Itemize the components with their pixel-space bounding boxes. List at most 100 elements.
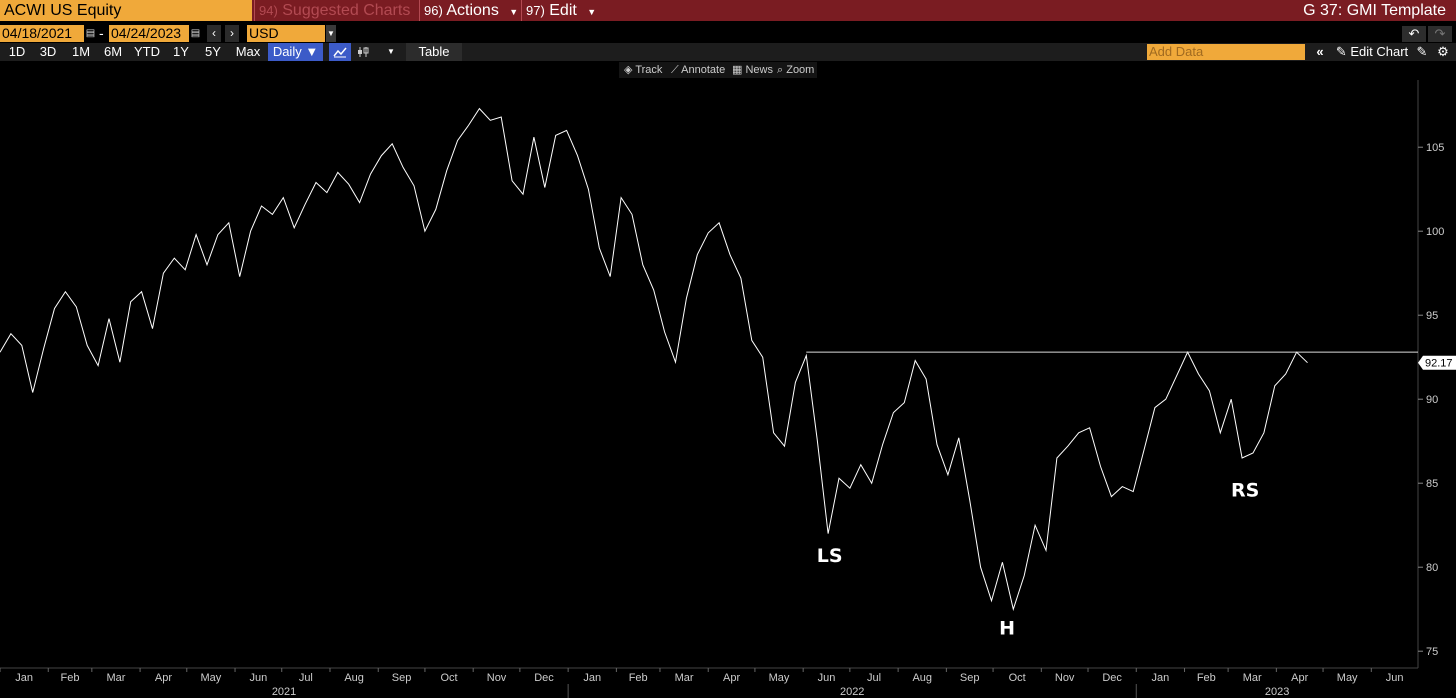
chevron-down-icon[interactable]: ▼ [387,47,395,56]
menu-label: Suggested Charts [282,2,411,19]
y-tick-label: 100 [1426,226,1444,238]
annotate-label: Annotate [681,64,726,76]
x-tick-label: Mar [675,672,694,684]
x-tick-label: Oct [1009,672,1026,684]
range-max-button[interactable]: Max [235,44,261,59]
x-tick-label: Nov [1055,672,1075,684]
frequency-select[interactable]: Daily ▼ [268,43,323,61]
y-tick-label: 95 [1426,310,1438,322]
currency-select[interactable]: USD [247,25,325,42]
range-6m-button[interactable]: 6M [103,44,123,59]
start-date-input[interactable]: 04/18/2021 [0,25,84,42]
x-tick-label: Jun [250,672,268,684]
x-tick-label: Jan [583,672,601,684]
x-tick-label: Dec [534,672,554,684]
menu-label: Edit [549,2,577,19]
y-tick-label: 75 [1426,646,1438,658]
year-label: 2021 [272,686,296,698]
last-value-label: 92.17 [1425,358,1453,370]
news-icon: ▦ [732,64,746,76]
x-tick-label: Dec [1102,672,1122,684]
date-separator: - [99,25,104,41]
news-label: News [745,64,773,76]
x-tick-label: Sep [960,672,980,684]
zoom-icon: ⌕ [777,64,787,76]
annotation-ls: LS [817,545,843,567]
caret-down-icon: ▼ [587,7,597,17]
candlestick-icon[interactable] [353,43,373,61]
x-tick-label: Jul [299,672,313,684]
menu-number: 94) [259,3,278,18]
year-label: 2022 [840,686,864,698]
collapse-icon[interactable]: « [1316,44,1324,59]
x-tick-label: Aug [912,672,932,684]
range-3d-button[interactable]: 3D [39,44,57,59]
x-tick-label: Jun [1386,672,1404,684]
title-bar: ACWI US Equity 94) Suggested Charts 96) … [0,0,1456,21]
x-tick-label: Feb [1197,672,1216,684]
line-chart-icon[interactable] [329,43,351,61]
template-name: G 37: GMI Template [1303,2,1446,19]
annotation-h: H [999,617,1015,639]
x-tick-label: Jul [867,672,881,684]
y-tick-label: 90 [1426,394,1438,406]
edit-menu[interactable]: 97) Edit ▼ [521,0,597,21]
track-label: Track [635,64,663,76]
chevron-down-icon[interactable]: ▼ [326,25,336,42]
range-1m-button[interactable]: 1M [71,44,91,59]
annotate-tool[interactable]: ⟋ Annotate [671,62,725,78]
x-tick-label: Apr [723,672,740,684]
x-tick-label: Sep [392,672,412,684]
x-tick-label: Feb [629,672,648,684]
security-ticker[interactable]: ACWI US Equity [0,0,252,21]
gear-icon[interactable]: ⚙ [1437,44,1449,59]
last-value-badge [1418,355,1456,370]
x-tick-label: Oct [440,672,457,684]
x-tick-label: Jan [1152,672,1170,684]
x-tick-label: May [1337,672,1358,684]
undo-icon[interactable]: ↶ [1402,26,1426,42]
add-data-input[interactable]: Add Data [1147,44,1305,60]
price-line [0,107,1308,612]
date-row: 04/18/2021 ▤ - 04/24/2023 ▤ ‹ › USD ▼ [0,25,1456,42]
zoom-tool[interactable]: ⌕ Zoom [777,62,814,78]
x-tick-label: Jan [15,672,33,684]
pencil-icon: ✎ [1335,44,1347,59]
menu-label: Actions [446,2,499,19]
range-ytd-button[interactable]: YTD [134,44,160,59]
calendar-icon[interactable]: ▤ [85,28,96,39]
track-tool[interactable]: ◈ Track [624,62,662,78]
range-1d-button[interactable]: 1D [8,44,26,59]
x-tick-label: Jun [818,672,836,684]
x-tick-label: Mar [106,672,125,684]
x-tick-label: Aug [344,672,364,684]
prev-period-button[interactable]: ‹ [207,25,221,42]
suggested-charts-menu[interactable]: 94) Suggested Charts [254,0,417,21]
track-icon: ◈ [624,64,636,76]
y-tick-label: 105 [1426,142,1444,154]
annotate-icon: ⟋ [671,64,682,76]
x-tick-label: Apr [1291,672,1308,684]
edit-chart-button[interactable]: ✎ Edit Chart [1332,43,1412,61]
actions-menu[interactable]: 96) Actions ▼ [419,0,519,21]
news-tool[interactable]: ▦ News [732,62,773,78]
menu-number: 96) [424,3,443,18]
menu-number: 97) [526,3,545,18]
next-period-button[interactable]: › [225,25,239,42]
annotation-rs: RS [1231,480,1259,502]
calendar-icon[interactable]: ▤ [190,28,201,39]
x-tick-label: May [201,672,222,684]
zoom-label: Zoom [786,64,815,76]
chart-toolbar: 1D 3D 1M 6M YTD 1Y 5Y Max Daily ▼ ▼ Tabl… [0,43,1456,61]
range-5y-button[interactable]: 5Y [205,44,221,59]
redo-icon[interactable]: ↷ [1428,26,1452,42]
x-tick-label: Apr [155,672,172,684]
edit-box-icon[interactable]: ✎ [1416,44,1428,59]
x-tick-label: Mar [1243,672,1262,684]
year-label: 2023 [1265,686,1289,698]
end-date-input[interactable]: 04/24/2023 [109,25,189,42]
range-1y-button[interactable]: 1Y [173,44,189,59]
table-button[interactable]: Table [406,43,462,61]
caret-down-icon: ▼ [509,7,519,17]
